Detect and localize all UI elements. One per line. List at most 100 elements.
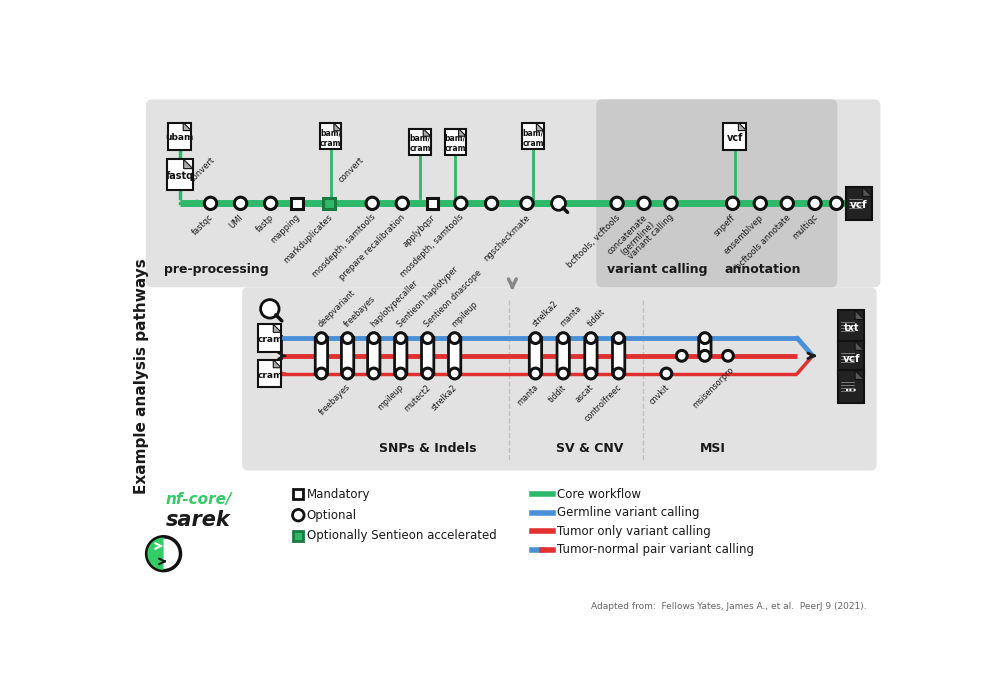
Text: mpileup: mpileup [450,300,480,329]
Text: bam/
cram: bam/ cram [410,134,431,153]
Text: bcftools annotate: bcftools annotate [733,213,792,271]
Polygon shape [459,129,467,137]
Circle shape [343,332,353,344]
Text: markduplicates: markduplicates [282,213,334,265]
FancyBboxPatch shape [522,123,543,150]
Circle shape [699,332,710,344]
Polygon shape [274,360,282,368]
FancyBboxPatch shape [557,336,569,375]
Text: bam/
cram: bam/ cram [320,128,342,148]
Circle shape [830,197,843,209]
Circle shape [551,197,565,210]
Text: variant calling: variant calling [627,213,675,261]
Circle shape [520,197,533,209]
Text: ubam: ubam [166,134,194,142]
Polygon shape [536,123,543,131]
Polygon shape [855,370,864,379]
FancyBboxPatch shape [410,129,431,155]
Text: UMI: UMI [228,213,246,230]
Circle shape [613,332,624,344]
FancyBboxPatch shape [324,197,335,209]
Circle shape [450,368,460,379]
Text: Germline variant calling: Germline variant calling [557,506,699,519]
FancyBboxPatch shape [596,99,722,287]
Text: SV & CNV: SV & CNV [555,442,623,455]
Text: fastqc: fastqc [191,213,216,237]
Circle shape [781,197,793,209]
FancyBboxPatch shape [168,122,191,150]
Circle shape [809,197,821,209]
FancyBboxPatch shape [294,531,304,541]
Text: ngscheckmate: ngscheckmate [482,213,531,262]
FancyBboxPatch shape [294,489,304,499]
Text: mapping: mapping [269,213,302,245]
Polygon shape [424,129,431,137]
Polygon shape [855,310,864,319]
FancyBboxPatch shape [584,336,597,375]
Circle shape [366,197,379,209]
Text: mosdepth, samtools: mosdepth, samtools [311,213,377,279]
Polygon shape [738,122,746,131]
FancyBboxPatch shape [259,324,282,352]
Polygon shape [274,324,282,332]
Text: manta: manta [558,304,583,329]
Text: Example analysis pathways: Example analysis pathways [134,259,149,494]
Text: freebayes: freebayes [318,383,353,417]
Text: snpeff: snpeff [712,213,737,237]
Text: nf-core/: nf-core/ [166,492,233,507]
Text: prepare recalibration: prepare recalibration [338,213,407,282]
Text: vcf: vcf [842,354,860,364]
Circle shape [396,197,409,209]
Circle shape [343,368,353,379]
Polygon shape [183,122,191,131]
Text: fastq: fastq [166,172,194,181]
Polygon shape [184,160,193,169]
FancyBboxPatch shape [723,122,746,150]
FancyBboxPatch shape [368,336,380,375]
Text: txt: txt [843,323,859,333]
Circle shape [613,368,624,379]
Circle shape [455,197,467,209]
Circle shape [486,197,498,209]
Circle shape [369,332,380,344]
Text: Mandatory: Mandatory [307,488,371,501]
Circle shape [699,351,710,361]
Text: mosdepth, samtools: mosdepth, samtools [399,213,466,279]
Text: bam/
cram: bam/ cram [445,134,467,153]
Circle shape [638,197,650,209]
Circle shape [557,368,568,379]
Polygon shape [855,341,864,350]
Text: msisensorpro: msisensorpro [691,365,736,410]
Text: Adapted from:  Fellows Yates, James A., et al.  PeerJ 9 (2021).: Adapted from: Fellows Yates, James A., e… [591,603,866,612]
Circle shape [661,368,671,379]
FancyBboxPatch shape [427,197,439,209]
Circle shape [726,197,738,209]
FancyBboxPatch shape [445,129,467,155]
Text: deepvariant: deepvariant [317,288,358,329]
Circle shape [585,368,596,379]
Text: ...: ... [845,383,857,393]
Text: bcftools, vcftools: bcftools, vcftools [565,213,622,270]
Circle shape [261,300,279,318]
Text: annotation: annotation [724,262,800,276]
Text: Core workflow: Core workflow [557,488,641,501]
Text: strelka2: strelka2 [530,300,560,329]
Text: vcf: vcf [726,133,743,143]
Circle shape [235,197,247,209]
FancyBboxPatch shape [291,197,303,209]
FancyBboxPatch shape [449,336,461,375]
Polygon shape [334,123,342,131]
Circle shape [205,197,217,209]
Text: Optional: Optional [307,509,357,522]
Circle shape [316,332,327,344]
FancyBboxPatch shape [395,336,407,375]
Text: Sentieon dnascope: Sentieon dnascope [423,268,484,329]
Polygon shape [863,187,872,196]
Text: Tumor-normal pair variant calling: Tumor-normal pair variant calling [557,543,754,556]
Circle shape [676,351,687,361]
Circle shape [664,197,677,209]
Circle shape [396,332,407,344]
Text: vcf: vcf [850,200,868,210]
FancyBboxPatch shape [242,287,876,470]
Circle shape [423,368,433,379]
